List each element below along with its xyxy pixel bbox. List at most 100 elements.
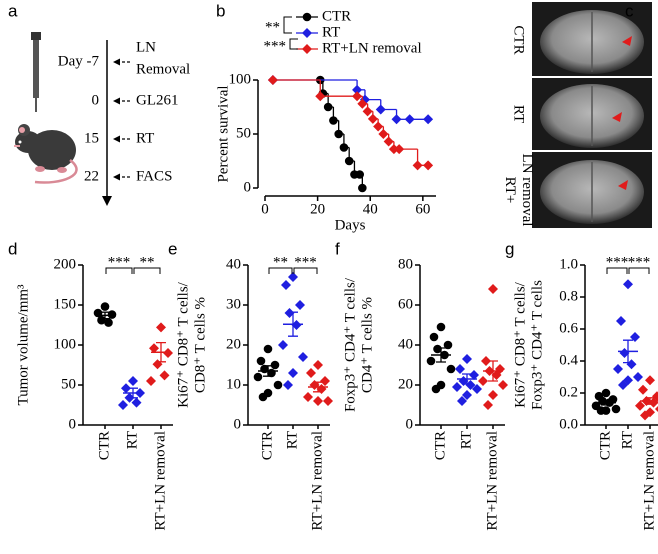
x-tick-label: RT bbox=[619, 431, 635, 449]
significance-label: ** bbox=[140, 254, 155, 270]
data-point bbox=[315, 91, 326, 102]
significance-label: *** bbox=[628, 254, 651, 270]
data-point bbox=[256, 356, 266, 366]
data-point bbox=[267, 75, 278, 85]
timeline-event: LN bbox=[136, 39, 156, 55]
data-point bbox=[638, 384, 648, 395]
data-point bbox=[344, 156, 354, 166]
data-point bbox=[613, 364, 623, 374]
data-point bbox=[273, 380, 283, 390]
image-label: RT+ bbox=[502, 177, 518, 204]
data-point bbox=[100, 302, 110, 311]
y-tick-label: 100 bbox=[229, 71, 252, 87]
panel-label: c bbox=[625, 1, 634, 20]
significance-bracket bbox=[105, 267, 133, 274]
timeline-event: Removal bbox=[136, 61, 190, 77]
panel-label: e bbox=[168, 239, 177, 258]
data-point bbox=[633, 372, 643, 382]
error-bar bbox=[100, 311, 110, 320]
data-point bbox=[295, 300, 305, 310]
data-point bbox=[483, 400, 493, 410]
data-point bbox=[291, 320, 302, 330]
x-tick-label: RT+LN removal bbox=[152, 431, 168, 531]
legend-label: RT+LN removal bbox=[322, 40, 422, 56]
data-point bbox=[373, 121, 384, 132]
y-tick-label: 50 bbox=[61, 376, 76, 392]
data-point bbox=[303, 392, 313, 402]
timeline-arrow bbox=[113, 173, 120, 181]
legend-marker bbox=[302, 28, 312, 38]
image-label: LN removal bbox=[519, 154, 535, 227]
y-tick-label: 40 bbox=[398, 336, 413, 352]
error-bar bbox=[601, 399, 611, 406]
data-point bbox=[426, 356, 436, 366]
data-point bbox=[258, 392, 268, 402]
data-point bbox=[436, 322, 446, 332]
y-tick-label: 40 bbox=[226, 256, 241, 272]
x-tick-label: 0 bbox=[261, 201, 269, 217]
data-point bbox=[355, 170, 365, 179]
data-point bbox=[357, 98, 368, 109]
y-tick-label: 50 bbox=[236, 125, 251, 141]
data-point bbox=[648, 397, 658, 408]
image-label: CTR bbox=[511, 25, 527, 54]
error-bar bbox=[436, 347, 446, 363]
error-bar bbox=[263, 365, 273, 377]
timeline-arrow bbox=[113, 135, 120, 143]
data-point bbox=[446, 364, 456, 374]
y-tick-label: 100 bbox=[54, 336, 77, 352]
data-point bbox=[618, 380, 628, 390]
panel-label: a bbox=[8, 1, 18, 20]
error-bar bbox=[462, 373, 472, 385]
y-tick-label: 0 bbox=[69, 416, 77, 432]
significance-bracket bbox=[606, 267, 628, 274]
panel-label: d bbox=[8, 239, 17, 258]
data-point bbox=[146, 376, 156, 386]
x-tick-label: 60 bbox=[415, 201, 430, 217]
data-point bbox=[378, 129, 389, 139]
data-point bbox=[323, 396, 333, 406]
data-point bbox=[640, 410, 650, 421]
data-point bbox=[375, 104, 386, 115]
data-point bbox=[329, 116, 338, 125]
data-point bbox=[431, 384, 441, 394]
x-tick-label: RT+LN removal bbox=[484, 431, 500, 531]
timeline-arrow bbox=[113, 58, 120, 66]
timeline-event: FACS bbox=[136, 168, 172, 184]
significance-bracket bbox=[628, 267, 650, 274]
y-tick-label: 0 bbox=[234, 416, 242, 432]
x-tick-label: RT+LN removal bbox=[309, 431, 325, 531]
y-tick-label: 0 bbox=[244, 179, 252, 195]
timeline-day: 0 bbox=[92, 92, 100, 108]
data-point bbox=[596, 406, 606, 415]
data-point bbox=[278, 340, 288, 350]
data-point bbox=[623, 279, 633, 290]
x-tick-label: 20 bbox=[310, 201, 325, 217]
y-tick-label: 0.8 bbox=[559, 288, 578, 304]
y-tick-label: 0 bbox=[406, 416, 414, 432]
data-point bbox=[284, 308, 295, 318]
data-point bbox=[334, 129, 343, 139]
panel-label: g bbox=[505, 239, 514, 258]
data-point bbox=[452, 382, 462, 392]
data-point bbox=[358, 183, 367, 193]
y-tick-label: 80 bbox=[398, 256, 413, 272]
significance-label: *** bbox=[108, 254, 131, 270]
data-point bbox=[429, 332, 439, 342]
data-point bbox=[443, 340, 453, 350]
mri-images bbox=[532, 2, 652, 228]
error-bar bbox=[645, 397, 655, 405]
data-point bbox=[491, 370, 502, 380]
data-point bbox=[394, 144, 405, 155]
x-tick-label: CTR bbox=[96, 431, 112, 460]
y-tick-label: 0.0 bbox=[559, 416, 578, 432]
data-point bbox=[488, 284, 498, 294]
data-point bbox=[645, 375, 655, 386]
data-point bbox=[616, 316, 626, 326]
y-tick-label: 0.2 bbox=[559, 384, 578, 400]
x-tick-label: RT bbox=[124, 431, 140, 449]
x-tick-label: 40 bbox=[363, 201, 378, 217]
y-tick-label: 60 bbox=[398, 296, 413, 312]
data-point bbox=[320, 376, 330, 386]
y-tick-label: 1.0 bbox=[559, 256, 578, 272]
